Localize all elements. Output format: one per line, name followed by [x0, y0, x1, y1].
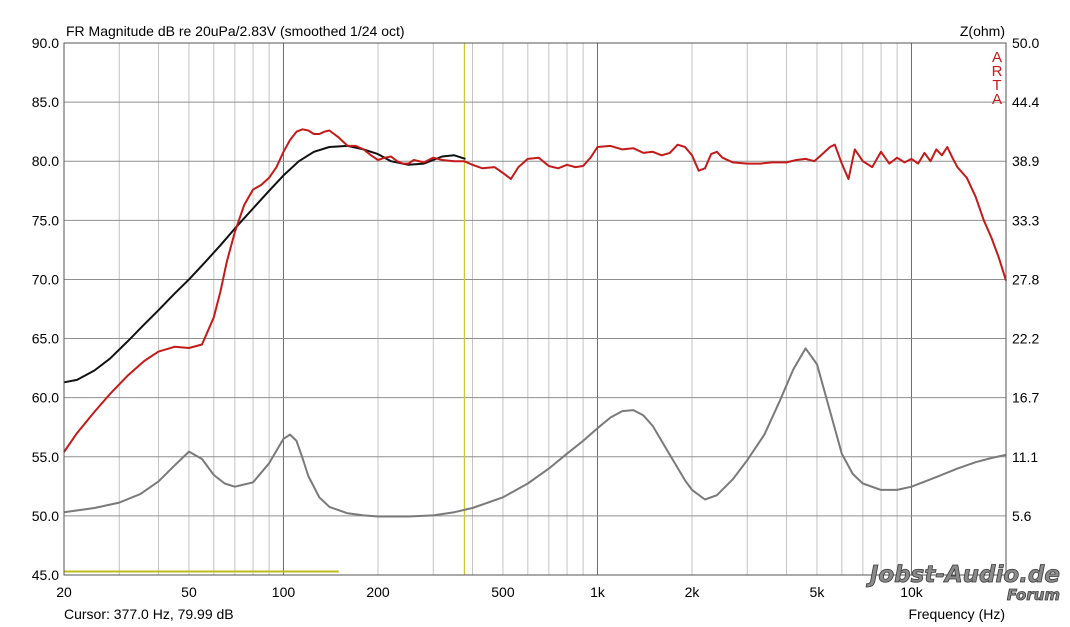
watermark-line1: Jobst-Audio.de: [866, 562, 1060, 588]
y-tick-label: 90.0: [32, 35, 59, 51]
y2-tick-label: 16.7: [1012, 390, 1039, 406]
x-tick-label: 1k: [590, 584, 606, 600]
cursor-readout: Cursor: 377.0 Hz, 79.99 dB: [64, 606, 234, 622]
series-line-frequency-response: [63, 128, 1007, 453]
brand-letter: R: [992, 63, 1003, 80]
y-tick-label: 65.0: [32, 331, 59, 347]
y-tick-label: 75.0: [32, 212, 59, 228]
right-axis-title: Z(ohm): [960, 23, 1005, 39]
right-axis-labels: 5.6 11.1 16.7 22.2 27.8 33.3 38.9 44.4 50.0: [1012, 35, 1039, 524]
x-tick-label: 100: [272, 584, 296, 600]
plot-frame: [63, 42, 1007, 576]
x-tick-label: 10k: [900, 584, 924, 600]
y-tick-label: 45.0: [32, 567, 59, 583]
brand-letter: A: [992, 49, 1002, 66]
forum-watermark: Jobst-Audio.de Forum: [865, 562, 1060, 605]
watermark-line2: Forum: [1007, 586, 1060, 604]
y2-tick-label: 44.4: [1012, 94, 1039, 110]
brand-letter: A: [992, 91, 1002, 108]
chart-title: FR Magnitude dB re 20uPa/2.83V (smoothed…: [66, 23, 405, 39]
left-axis-labels: 45.0 50.0 55.0 60.0 65.0 70.0 75.0 80.0 85.0 90.0: [32, 35, 59, 583]
y-tick-label: 60.0: [32, 390, 59, 406]
y2-tick-label: 33.3: [1012, 212, 1039, 228]
brand-letter: T: [992, 77, 1001, 94]
x-axis-title: Frequency (Hz): [909, 606, 1005, 622]
y-tick-label: 85.0: [32, 94, 59, 110]
y-tick-label: 80.0: [32, 153, 59, 169]
y2-tick-label: 27.8: [1012, 271, 1039, 287]
series-group: [63, 128, 1007, 518]
y2-tick-label: 11.1: [1012, 449, 1038, 465]
series-line-impedance: [63, 347, 1007, 518]
x-axis-labels: 20 50 100 200 500 1k 2k 5k 10k: [56, 584, 924, 600]
x-tick-label: 2k: [685, 584, 701, 600]
y2-tick-label: 5.6: [1012, 508, 1032, 524]
x-tick-label: 200: [366, 584, 390, 600]
x-tick-label: 500: [491, 584, 515, 600]
x-tick-label: 5k: [810, 584, 826, 600]
y-tick-label: 55.0: [32, 449, 59, 465]
x-tick-label: 20: [56, 584, 72, 600]
y2-tick-label: 38.9: [1012, 153, 1039, 169]
y-tick-label: 70.0: [32, 271, 59, 287]
y2-tick-label: 50.0: [1012, 35, 1039, 51]
y2-tick-label: 22.2: [1012, 331, 1039, 347]
y-tick-label: 50.0: [32, 508, 59, 524]
series-line-reference-response: [63, 144, 466, 384]
x-tick-label: 50: [181, 584, 197, 600]
